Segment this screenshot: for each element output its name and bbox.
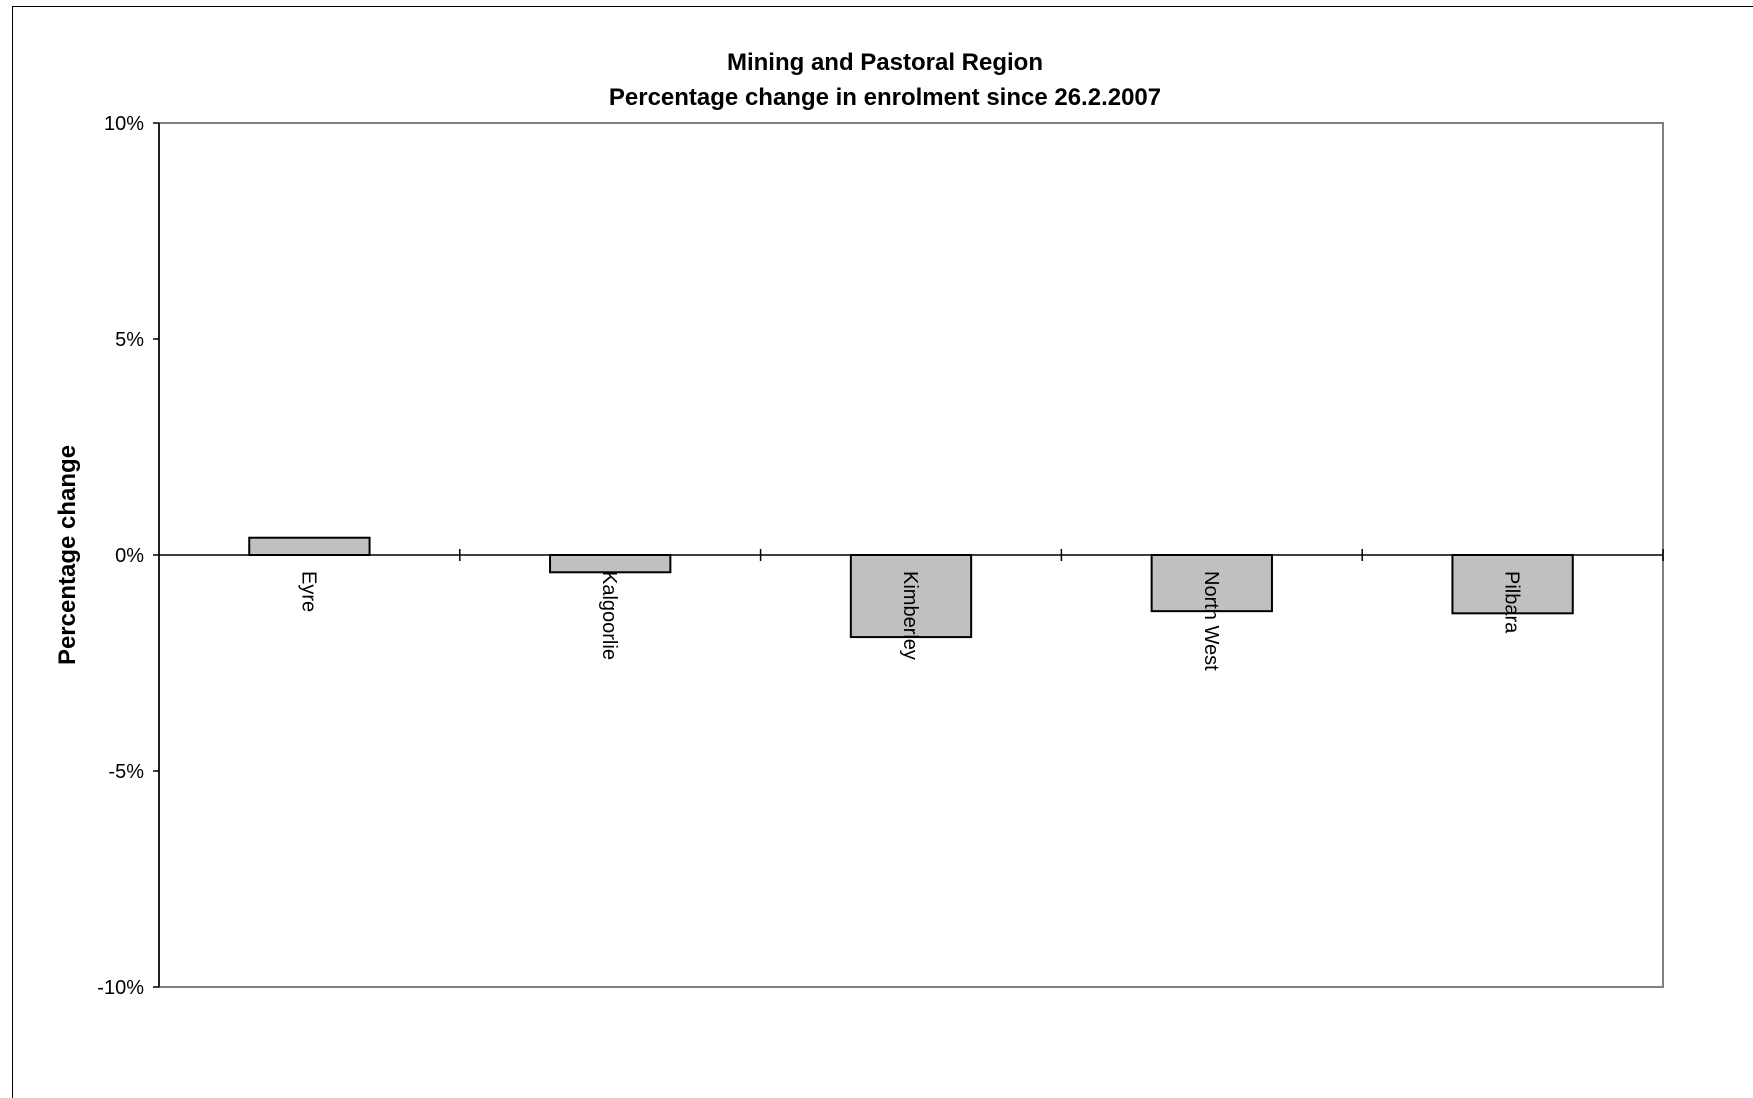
x-category-label: Eyre (297, 571, 319, 612)
bar (849, 554, 973, 639)
x-category-label: Kimberley (899, 571, 921, 660)
y-tick-label: -10% (97, 977, 144, 999)
bar (248, 536, 371, 556)
y-axis-label: Percentage change (54, 445, 81, 665)
chart-area-frame (12, 6, 1753, 1098)
x-category-label: Kalgoorlie (598, 571, 620, 660)
y-tick-label: 10% (104, 113, 144, 135)
bar (1451, 554, 1574, 615)
chart-title: Mining and Pastoral Region (727, 49, 1043, 76)
bar (549, 554, 672, 574)
y-tick-label: -5% (108, 761, 144, 783)
x-category-label: North West (1200, 571, 1222, 671)
x-category-label: Pilbara (1501, 571, 1523, 634)
chart-subtitle: Percentage change in enrolment since 26.… (609, 84, 1161, 111)
y-tick-label: 0% (115, 545, 144, 567)
bar (1150, 554, 1273, 613)
plot-area: 10% 5% 0% -5% -10% Eyre Kalgoorlie Kimberley Nor… (97, 113, 1664, 999)
y-tick-label: 5% (115, 329, 144, 351)
